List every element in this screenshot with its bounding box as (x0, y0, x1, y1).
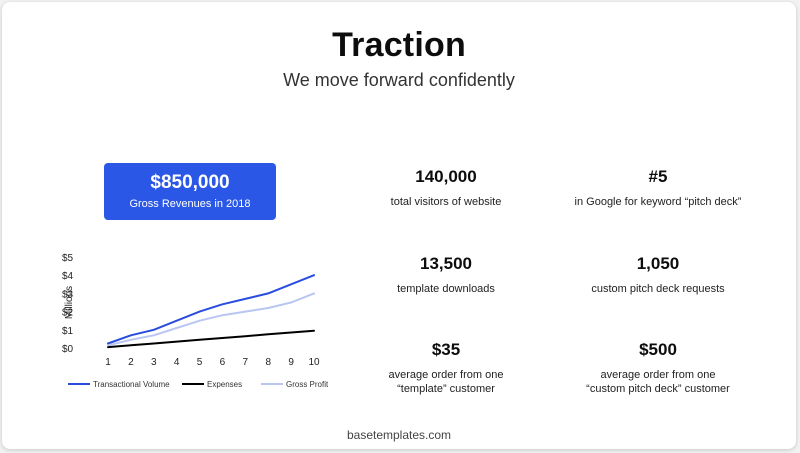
stat-label: total visitors of website (390, 196, 502, 208)
y-axis-label: Millions (64, 286, 75, 319)
stat-label: average order from one “custom pitch dec… (558, 368, 758, 396)
slide: Traction We move forward confidently $85… (2, 2, 796, 449)
stat-value: #5 (648, 167, 668, 186)
x-tick-label: 1 (105, 357, 111, 368)
revenue-label: Gross Revenues in 2018 (129, 198, 251, 210)
x-tick-label: 7 (243, 357, 249, 368)
revenue-highlight-card: $850,000 Gross Revenues in 2018 (104, 163, 276, 220)
x-tick-label: 9 (288, 357, 294, 368)
stat-custom-order: $500 average order from one “custom pitc… (558, 340, 758, 396)
stat-label: custom pitch deck requests (591, 283, 725, 295)
legend-label: Expenses (207, 380, 242, 389)
stat-custom-requests: 1,050 custom pitch deck requests (558, 254, 758, 296)
stat-value: 1,050 (636, 254, 680, 273)
y-tick-label: $0 (62, 344, 74, 355)
stat-google-rank: #5 in Google for keyword “pitch deck” (558, 167, 758, 209)
x-tick-label: 4 (174, 357, 180, 368)
revenue-value: $850,000 (150, 172, 230, 193)
stat-label-line: “custom pitch deck” customer (586, 383, 730, 395)
y-tick-label: $3 (62, 289, 74, 300)
x-tick-label: 3 (151, 357, 157, 368)
stat-visitors: 140,000 total visitors of website (346, 167, 546, 209)
footer-website: basetemplates.com (346, 428, 452, 442)
stat-value: $500 (639, 340, 677, 359)
x-tick-label: 10 (308, 357, 320, 368)
x-tick-label: 6 (220, 357, 226, 368)
x-tick-label: 8 (265, 357, 271, 368)
stat-label: in Google for keyword “pitch deck” (574, 196, 742, 208)
stat-value: 13,500 (420, 254, 472, 273)
stat-template-order: $35 average order from one “template” cu… (346, 340, 546, 396)
legend-label: Gross Profit (286, 380, 328, 389)
stat-label-line: average order from one (600, 369, 716, 381)
y-tick-label: $5 (62, 253, 74, 264)
stat-value: 140,000 (415, 167, 477, 186)
y-tick-label: $1 (62, 326, 74, 337)
line-chart: Millions $0 $1 $2 $3 $4 $5 1 2 3 4 5 6 7 8 9 10 Transacti… (62, 253, 328, 389)
stat-label-line: average order from one (388, 369, 504, 381)
y-tick-label: $2 (62, 308, 74, 319)
x-tick-label: 5 (197, 357, 203, 368)
x-tick-label: 2 (128, 357, 134, 368)
series-line-3 (107, 292, 315, 347)
stat-label: average order from one “template” custom… (346, 368, 546, 396)
stat-label-line: “template” customer (397, 383, 495, 395)
legend-label: Transactional Volume (93, 380, 170, 389)
page-title: Traction (332, 26, 466, 64)
stat-label: template downloads (397, 283, 495, 295)
y-tick-label: $4 (62, 271, 74, 282)
page-subtitle: We move forward confidently (283, 70, 515, 90)
series-line-2 (107, 329, 315, 349)
stat-downloads: 13,500 template downloads (346, 254, 546, 296)
stat-value: $35 (431, 340, 461, 359)
series-line-1 (107, 274, 315, 345)
